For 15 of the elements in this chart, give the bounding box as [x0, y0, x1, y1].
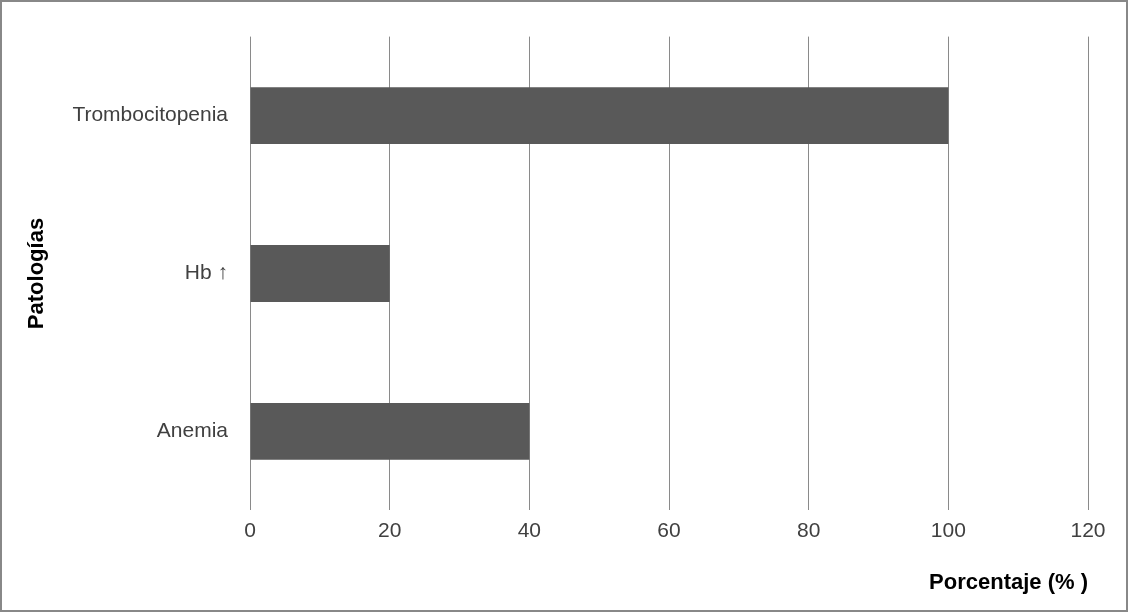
y-tick-label: Anemia [156, 418, 229, 442]
x-tick-label: 60 [657, 517, 681, 541]
bar [250, 403, 530, 460]
bar [250, 245, 390, 302]
x-tick-label: 40 [517, 517, 542, 541]
x-tick-label: 0 [244, 517, 256, 541]
x-tick-label: 80 [797, 517, 821, 541]
y-tick-label: Hb ↑ [184, 260, 229, 284]
bar [250, 87, 949, 144]
x-tick-label: 120 [1070, 517, 1106, 541]
x-tick-label: 20 [378, 517, 402, 541]
x-tick-label: 100 [930, 517, 966, 541]
x-axis-title: Porcentaje (% ) [929, 568, 1088, 594]
y-axis-title: Patologías [23, 217, 49, 330]
y-tick-label: Trombocitopenia [72, 102, 229, 126]
